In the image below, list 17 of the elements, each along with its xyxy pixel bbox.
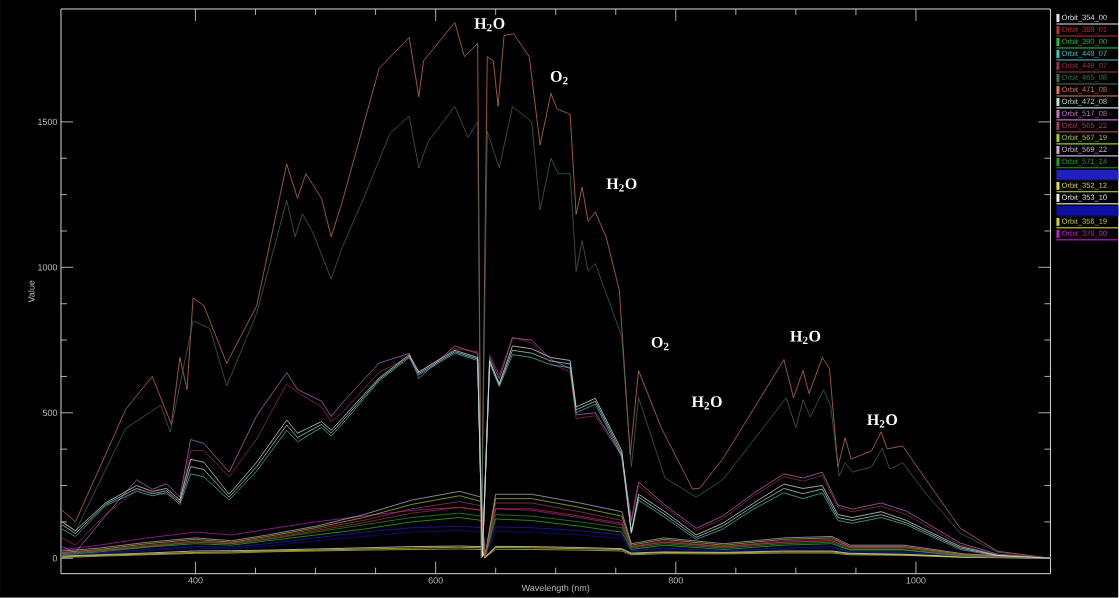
y-tick-label: 500 [42, 409, 58, 417]
annotation: H$_{2}$O [606, 178, 637, 192]
y-tick-label: 1500 [38, 118, 58, 126]
annotation: H$_{2}$O [691, 396, 722, 410]
y-tick-label: 0 [52, 555, 58, 562]
x-axis-title: Wavelength (nm) [521, 584, 590, 593]
annotation: O$_{2}$ [651, 337, 669, 351]
x-tick-label: 400 [188, 577, 203, 584]
y-tick-label: 1000 [38, 264, 58, 271]
annotation: H$_{2}$O [867, 414, 898, 428]
x-tick-label: 1000 [906, 577, 926, 584]
x-tick-label: 800 [668, 577, 683, 584]
annotation: H$_{2}$O [474, 18, 505, 32]
annotation: H$_{2}$O [790, 331, 821, 345]
y-axis-title: Value [27, 280, 35, 303]
x-tick-label: 600 [428, 577, 443, 584]
annotation: O$_{2}$ [550, 71, 568, 85]
